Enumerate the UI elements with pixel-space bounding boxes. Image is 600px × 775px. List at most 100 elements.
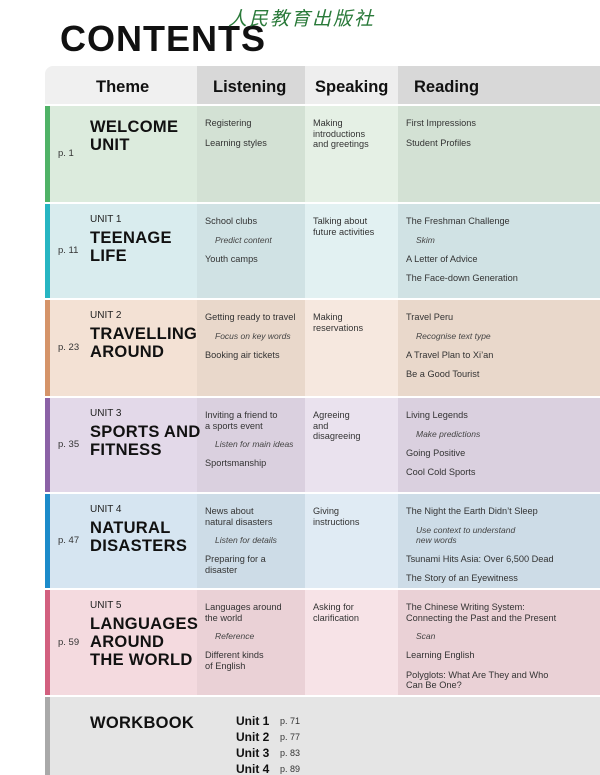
reading-item: The Chinese Writing System: Connecting t… [406,602,557,623]
listening-cell: Languages around the world Reference Diffe… [205,602,282,680]
unit-label: UNIT 5 [90,600,122,611]
unit-label: UNIT 4 [90,504,122,515]
column-shade [197,590,305,695]
reading-item: Learning English [406,650,475,660]
unit-title: AROUND [90,343,165,361]
speaking-cell: Making reservations [313,312,363,342]
unit-title: LIFE [90,247,127,265]
page-number: p. 1 [58,148,74,159]
header-bg [398,66,600,104]
reading-cell: Living Legends Make predictions Going Posi… [406,410,480,487]
listening-item: Sportsmanship [205,458,267,468]
header-bg [305,66,398,104]
page-number: p. 59 [58,636,80,648]
publisher: 人民教育出版社 [228,8,376,30]
reading-cell: First Impressions Student Profiles [406,118,476,157]
reading-item: The Night the Earth Didn’t Sleep [406,506,538,516]
listening-item: Inviting a friend to a sports event [205,410,278,431]
column-shade [197,494,305,588]
listening-cell: News about natural disasters Listen for d… [205,506,277,584]
reading-item: Student Profiles [406,137,471,148]
unit-title: WELCOME [90,118,179,136]
unit-title: UNIT [90,136,130,154]
unit-title: TRAVELLING [90,325,198,343]
reading-item: Living Legends [406,410,468,420]
unit-title: AROUND [90,633,165,651]
unit-row [45,300,600,396]
row-strip [45,106,50,202]
speaking-item: Making reservations [313,312,364,333]
listening-cell: Registering Learning styles [205,118,267,157]
reading-item: The Face-down Generation [406,273,518,283]
strategy: Listen for main ideas [215,439,294,449]
listening-item: Registering [205,118,252,128]
header-bg [50,66,197,104]
speaking-item: Giving instructions [313,506,360,527]
column-shade [197,300,305,396]
reading-item: First Impressions [406,118,476,128]
row-strip [45,590,50,695]
theme: WELCOME UNIT [90,118,178,154]
reading-item: The Freshman Challenge [406,216,510,226]
unit-row [45,398,600,492]
workbook-page: p. 77 [280,732,301,742]
column-header: Reading [414,78,480,96]
column-shade [398,300,600,396]
listening-item: Languages around the world [205,602,282,623]
listening-item: Booking air tickets [205,349,280,360]
unit-title: DISASTERS [90,537,188,555]
reading-item: Tsunami Hits Asia: Over 6,500 Dead [406,553,554,564]
header-bg [197,66,305,104]
speaking-shade [305,590,398,695]
unit-label: UNIT 1 [90,214,122,225]
column-shade [197,398,305,492]
speaking-shade [305,204,398,298]
speaking-shade [305,106,398,202]
workbook-title: WORKBOOK [90,714,195,732]
column-shade [398,494,600,588]
strategy: Scan [416,631,436,641]
reading-cell: The Freshman Challenge Skim A Letter of Ad… [406,216,518,293]
page-number: p. 47 [58,535,80,546]
page-number: p. 11 [58,245,79,256]
column-shade [197,204,305,298]
column-shade [197,106,305,202]
reading-item: Travel Peru [406,312,454,322]
reading-item: A Letter of Advice [406,253,478,264]
column-shade [398,590,600,695]
column-header: Listening [213,78,287,96]
row-strip [45,494,50,588]
column-shade [398,398,600,492]
listening-cell: Getting ready to travel Focus on key word… [205,312,295,369]
theme: UNIT 3 SPORTS AND FITNESS [90,408,201,459]
unit-row [45,106,600,202]
workbook-unit: Unit 4 [236,762,270,775]
column-header: Theme [96,78,150,96]
unit-title: SPORTS AND [90,423,201,441]
reading-item: A Travel Plan to Xi’an [406,349,494,360]
workbook-row [45,697,600,775]
speaking-cell: Agreeing and disagreeing [313,410,361,451]
listening-cell: Inviting a friend to a sports event Liste… [205,410,293,478]
listening-item: Preparing for a disaster [205,554,266,575]
unit-title: TEENAGE [90,229,172,247]
reading-item: The Story of an Eyewitness [406,573,518,583]
theme: UNIT 2 TRAVELLING AROUND [90,310,197,361]
listening-item: Youth camps [205,253,258,264]
row-strip [45,398,50,492]
unit-row [45,590,600,695]
strategy: Predict content [215,234,272,245]
listening-item: Different kinds of English [205,650,264,671]
speaking-item: Making introductions and greetings [313,118,369,149]
listening-item: Getting ready to travel [205,312,296,322]
column-shade [398,106,600,202]
row-strip [45,300,50,396]
speaking-cell: Making introductions and greetings [313,118,369,159]
strategy: Recognise text type [416,330,491,341]
unit-label: UNIT 2 [90,310,122,321]
column-shade [398,204,600,298]
page-number: p. 35 [58,439,80,450]
speaking-cell: Asking for clarification [313,602,359,632]
reading-item: Cool Cold Sports [406,467,476,477]
